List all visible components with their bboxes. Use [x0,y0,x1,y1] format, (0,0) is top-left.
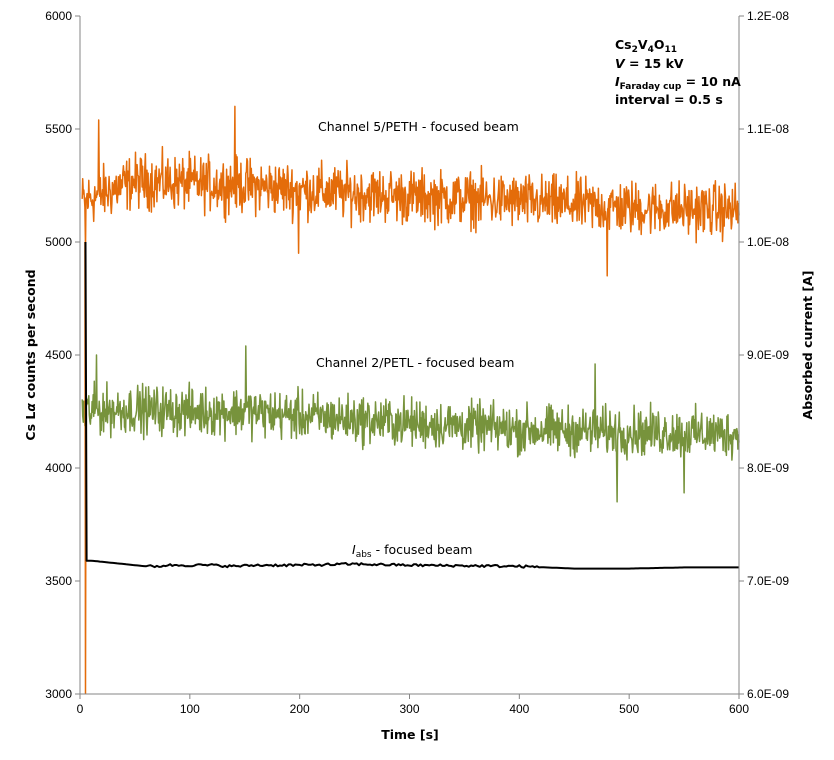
iabs-var: I [352,542,356,557]
current-var: I [615,74,620,89]
voltage-rest: = 15 kV [625,56,684,71]
yl-alpha: α [23,403,38,412]
series-label-channel5: Channel 5/PETH - focused beam [318,119,519,134]
info-voltage: V = 15 kV [615,56,684,71]
cmp-cs: Cs [615,37,632,52]
x-tick-label: 200 [290,702,310,716]
y-right-tick-label: 1.2E-08 [747,9,789,23]
y-right-tick-label: 1.1E-08 [747,122,789,136]
info-interval: interval = 0.5 s [615,92,723,107]
y-left-tick-label: 3000 [45,687,72,701]
y-right-tick-label: 8.0E-09 [747,461,789,475]
x-tick-label: 100 [180,702,200,716]
cmp-sub1: 2 [632,45,638,55]
y-left-axis-title: Cs Lα counts per second [23,269,38,440]
cmp-o: O [654,37,665,52]
x-axis-title: Time [s] [381,727,439,742]
plot-area [80,16,739,694]
ticks-layer: 0 100 200 300 400 500 600 3000 3500 4000 4500 5000 5… [45,9,789,716]
y-right-tick-label: 7.0E-09 [747,574,789,588]
y-left-tick-label: 6000 [45,9,72,23]
cmp-sub2: 4 [648,45,654,55]
current-sub: Faraday cup [620,82,682,92]
y-left-tick-label: 4500 [45,348,72,362]
yl-suffix: counts per second [23,269,38,403]
cmp-v: V [638,37,648,52]
series-label-channel2: Channel 2/PETL - focused beam [316,355,514,370]
y-left-tick-label: 5500 [45,122,72,136]
y-right-tick-label: 1.0E-08 [747,235,789,249]
series-channel5-line [81,105,740,277]
x-tick-label: 600 [729,702,749,716]
x-tick-label: 400 [509,702,529,716]
y-right-tick-label: 6.0E-09 [747,687,789,701]
info-compound: Cs2V4O11 [615,37,677,55]
y-right-tick-label: 9.0E-09 [747,348,789,362]
iabs-rest: - focused beam [372,542,473,557]
y-left-tick-label: 3500 [45,574,72,588]
current-rest: = 10 nA [681,74,741,89]
x-tick-label: 300 [399,702,419,716]
y-right-axis-title: Absorbed current [A] [800,271,815,420]
series-label-iabs: Iabs - focused beam [352,542,472,560]
x-tick-label: 500 [619,702,639,716]
y-left-tick-label: 5000 [45,235,72,249]
yl-prefix: Cs L [23,412,38,441]
y-left-tick-label: 4000 [45,461,72,475]
series-channel2-line [81,345,740,503]
iabs-sub: abs [356,550,372,560]
series-iabs-line [84,241,739,570]
info-current: IFaraday cup = 10 nA [615,74,741,92]
info-box: Cs2V4O11 V = 15 kV IFaraday cup = 10 nA … [615,37,741,107]
voltage-var: V [615,56,626,71]
cmp-sub3: 11 [664,45,677,55]
x-tick-label: 0 [77,702,84,716]
